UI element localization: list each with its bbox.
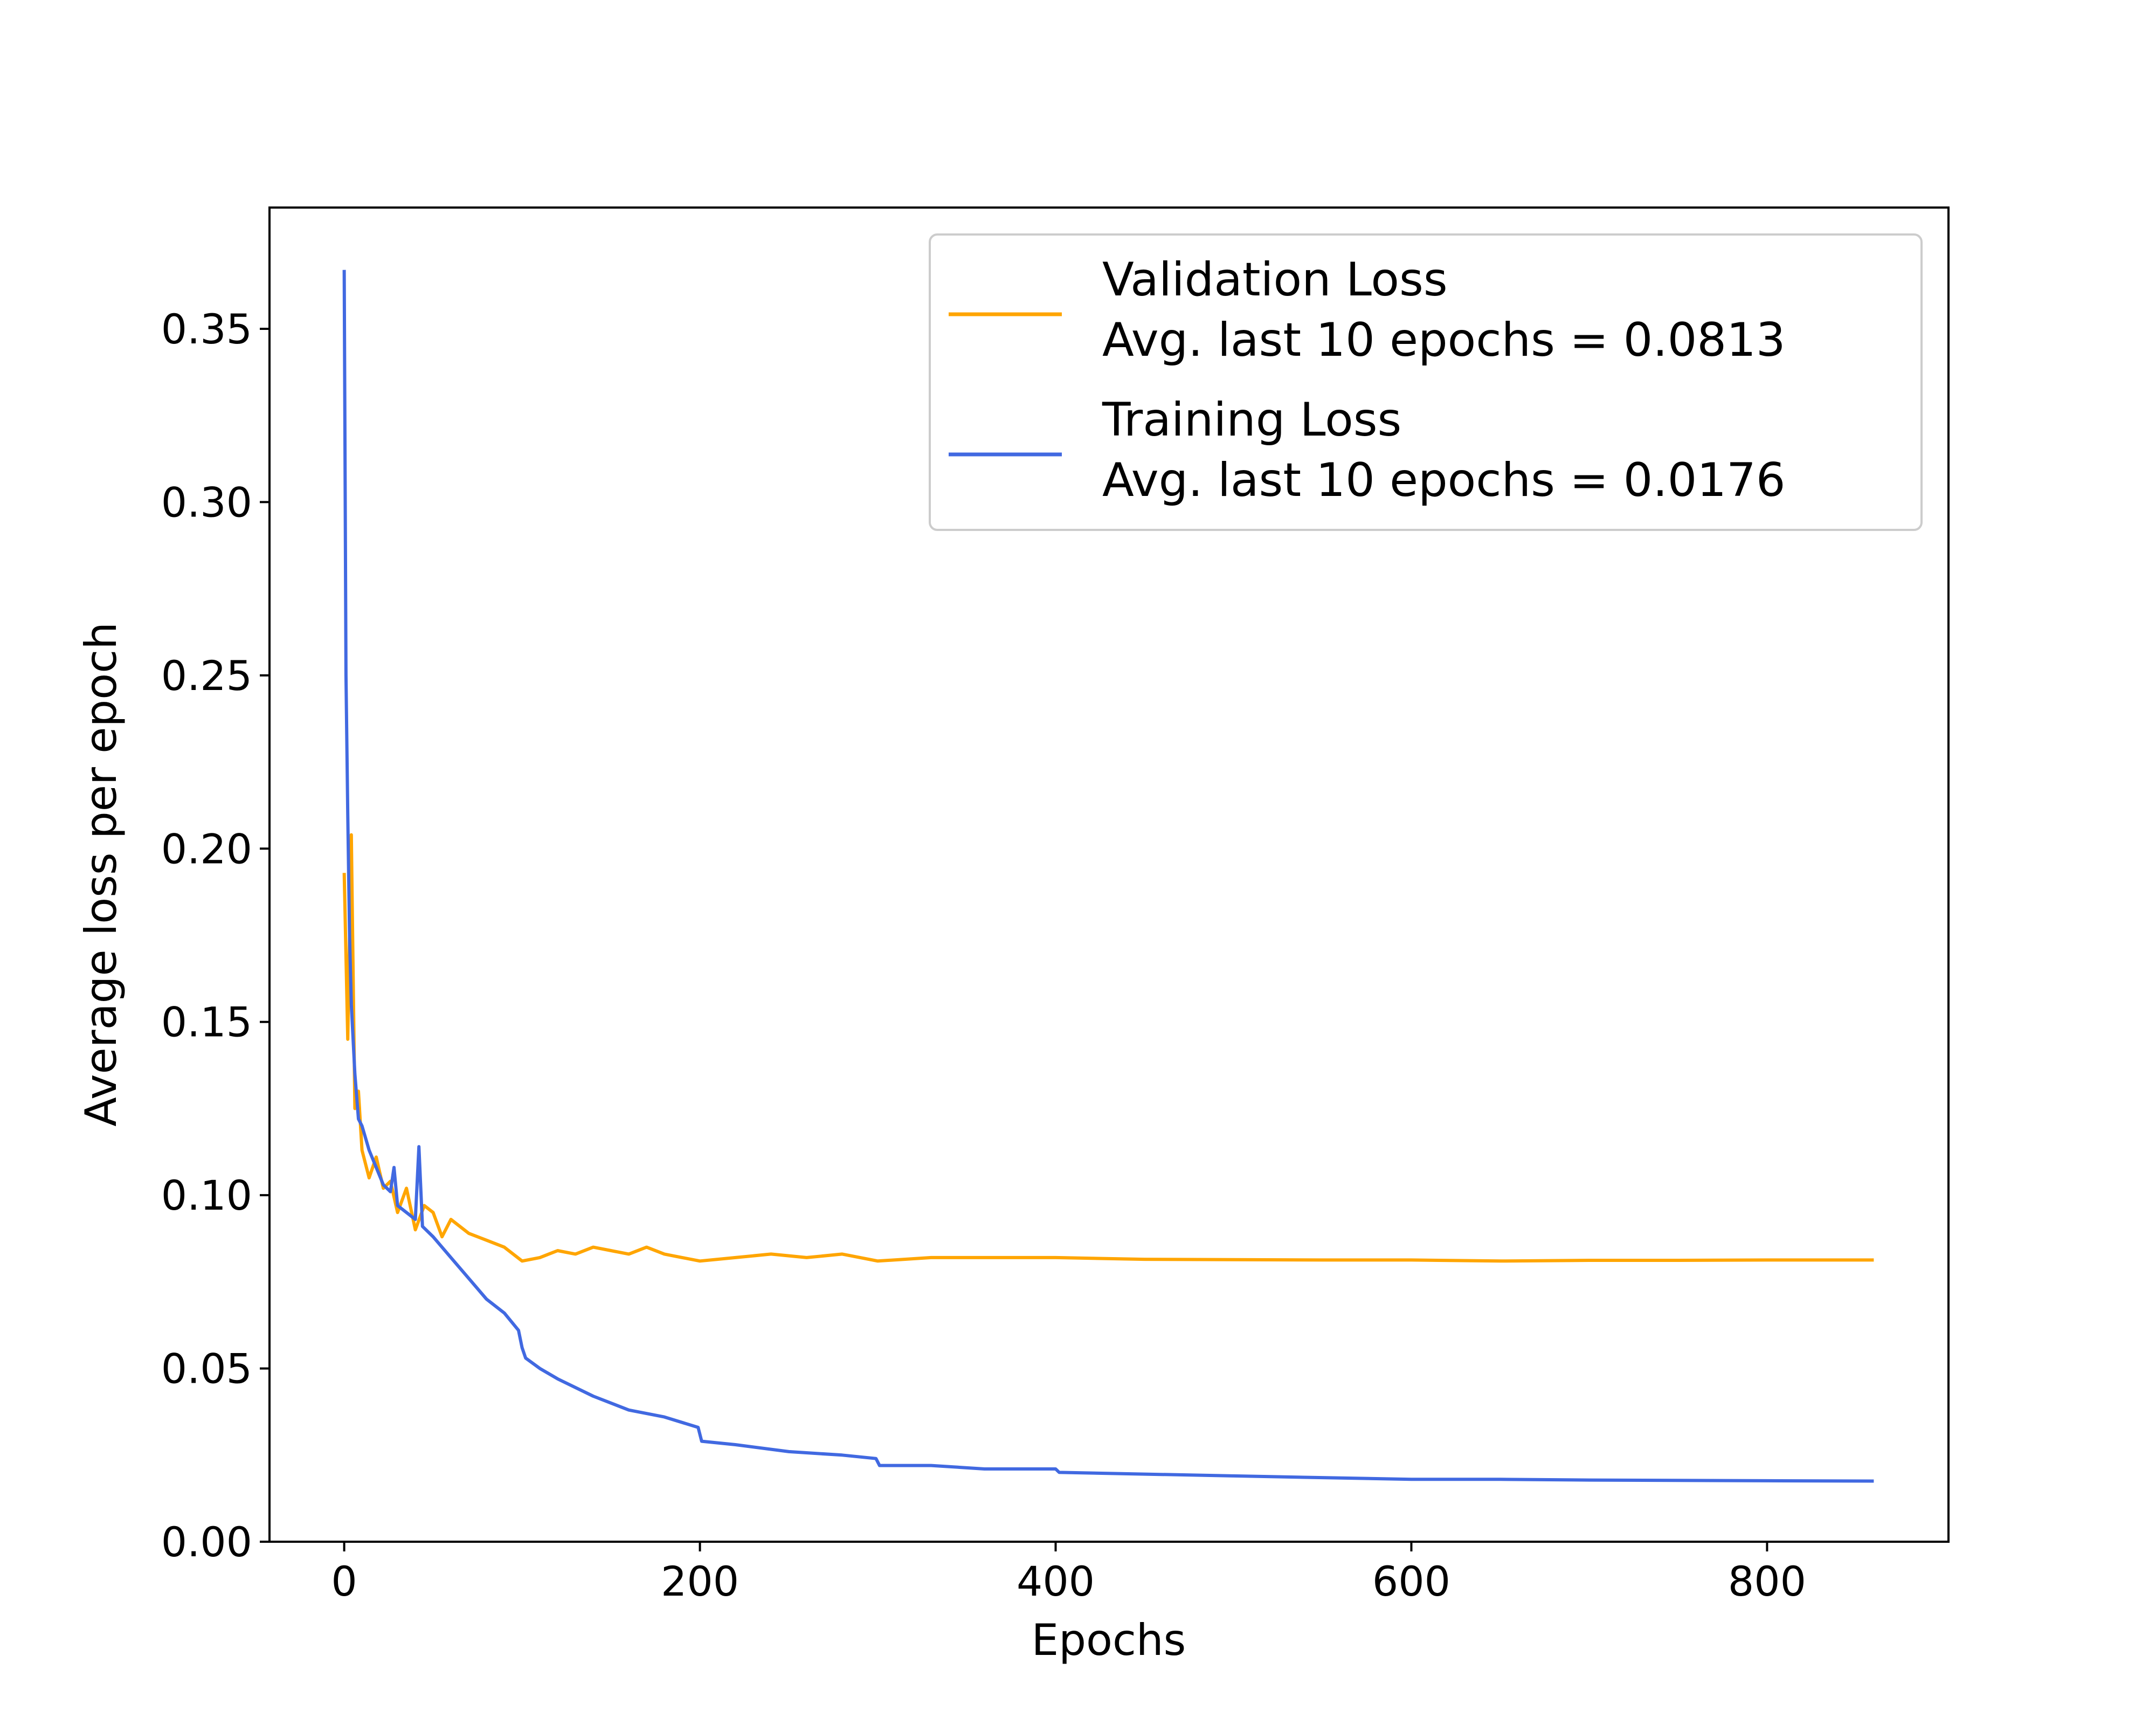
y-axis-title: Average loss per epoch xyxy=(76,622,126,1127)
x-tick-label: 400 xyxy=(1017,1557,1095,1605)
y-tick-label: 0.25 xyxy=(161,652,252,700)
y-tick-label: 0.00 xyxy=(161,1518,252,1566)
legend-validation-avg: Avg. last 10 epochs = 0.0813 xyxy=(1102,313,1786,367)
legend-box xyxy=(929,233,1923,531)
x-tick-label: 800 xyxy=(1728,1557,1806,1605)
y-tick-label: 0.30 xyxy=(161,478,252,526)
x-tick-label: 600 xyxy=(1372,1557,1450,1605)
tick-layer: 0 200 400 600 800 0.00 0.05 0.10 0.15 0.20 0.25 0.3… xyxy=(161,305,1806,1605)
legend-training-name: Training Loss xyxy=(1102,393,1401,447)
y-tick-label: 0.20 xyxy=(161,825,252,873)
legend: Validation Loss Avg. last 10 epochs = 0.… xyxy=(929,233,1923,531)
y-tick-label: 0.05 xyxy=(161,1345,252,1393)
x-axis-title: Epochs xyxy=(1032,1615,1186,1665)
x-tick-label: 0 xyxy=(331,1557,357,1605)
plot-frame xyxy=(268,206,1950,1543)
y-tick-label: 0.15 xyxy=(161,998,252,1046)
series-line-training-loss xyxy=(342,270,1874,1483)
legend-validation-name: Validation Loss xyxy=(1102,253,1448,307)
y-tick-label: 0.35 xyxy=(161,305,252,353)
y-tick-label: 0.10 xyxy=(161,1171,252,1219)
x-tick-label: 200 xyxy=(661,1557,739,1605)
legend-training-avg: Avg. last 10 epochs = 0.0176 xyxy=(1102,453,1786,507)
series-layer xyxy=(342,270,1874,1483)
